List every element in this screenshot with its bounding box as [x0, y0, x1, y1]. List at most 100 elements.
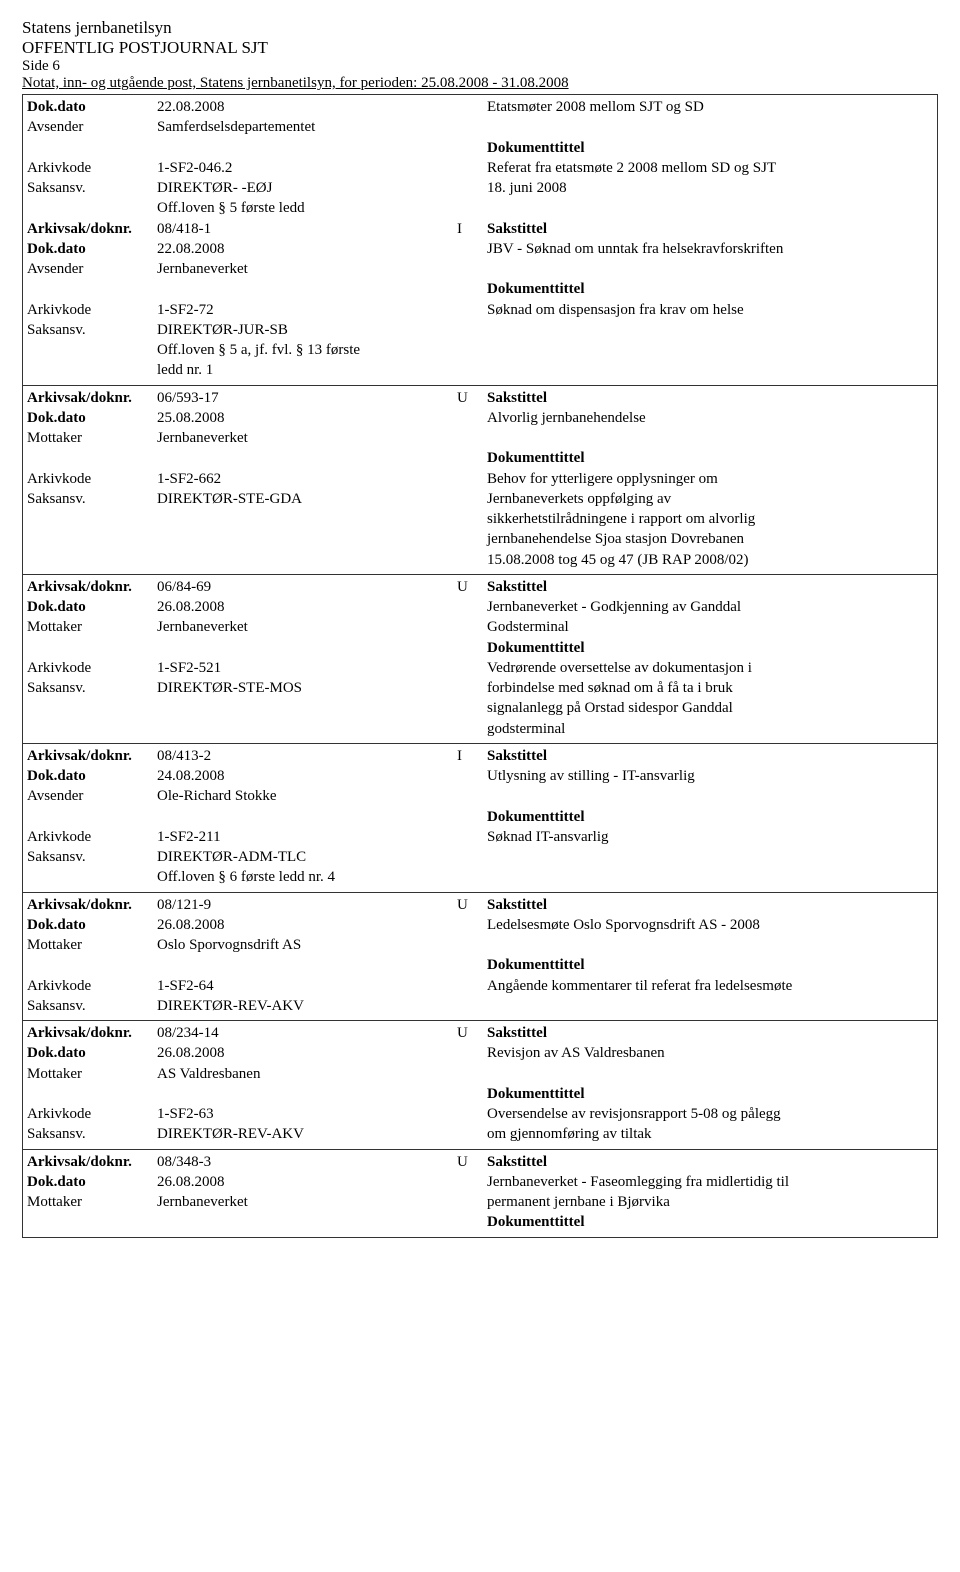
field-label: Mottaker [27, 428, 157, 448]
record-row: Saksansv.DIREKTØR- -EØJ18. juni 2008 [27, 178, 933, 198]
field-label: Saksansv. [27, 996, 157, 1016]
field-label: Mottaker [27, 935, 157, 955]
record-row: Arkivsak/doknr.08/348-3USakstittel [27, 1152, 933, 1172]
field-io: U [457, 1023, 487, 1043]
record-row: AvsenderOle-Richard Stokke [27, 786, 933, 806]
field-label: Mottaker [27, 1192, 157, 1212]
record-row: Arkivkode1-SF2-662Behov for ytterligere … [27, 469, 933, 489]
field-value-left: DIREKTØR-STE-GDA [157, 489, 457, 509]
field-value-right: Utlysning av stilling - IT-ansvarlig [487, 766, 933, 786]
field-value-left: Jernbaneverket [157, 259, 457, 279]
field-value-right: Ledelsesmøte Oslo Sporvognsdrift AS - 20… [487, 915, 933, 935]
field-label: Arkivsak/doknr. [27, 577, 157, 597]
field-label: Arkivkode [27, 976, 157, 996]
field-value-left: 1-SF2-662 [157, 469, 457, 489]
record-row: MottakerJernbaneverketGodsterminal [27, 617, 933, 637]
field-value-left: Oslo Sporvognsdrift AS [157, 935, 457, 955]
record-row: Arkivkode1-SF2-72Søknad om dispensasjon … [27, 300, 933, 320]
field-value-left: AS Valdresbanen [157, 1064, 457, 1084]
field-label: Avsender [27, 786, 157, 806]
record-row: ledd nr. 1 [27, 360, 933, 380]
field-value-right: Etatsmøter 2008 mellom SJT og SD [487, 97, 933, 117]
record-row: Dokumenttittel [27, 1084, 933, 1104]
field-value-left: DIREKTØR-REV-AKV [157, 1124, 457, 1144]
field-label: Dok.dato [27, 766, 157, 786]
journal-record: Arkivsak/doknr.06/593-17USakstittelDok.d… [23, 386, 937, 575]
field-value-right: 15.08.2008 tog 45 og 47 (JB RAP 2008/02) [487, 550, 933, 570]
record-row: MottakerOslo Sporvognsdrift AS [27, 935, 933, 955]
record-row: AvsenderSamferdselsdepartementet [27, 117, 933, 137]
field-value-left: Samferdselsdepartementet [157, 117, 457, 137]
field-io: I [457, 746, 487, 766]
field-value-left: Ole-Richard Stokke [157, 786, 457, 806]
field-value-right: Jernbaneverket - Godkjenning av Ganddal [487, 597, 933, 617]
record-row: godsterminal [27, 719, 933, 739]
field-value-left: 26.08.2008 [157, 597, 457, 617]
field-value-right: godsterminal [487, 719, 933, 739]
field-label: Avsender [27, 259, 157, 279]
record-row: MottakerAS Valdresbanen [27, 1064, 933, 1084]
page-number: Side 6 [22, 58, 938, 75]
period-line: Notat, inn- og utgående post, Statens je… [22, 75, 938, 92]
field-label: Dok.dato [27, 408, 157, 428]
field-value-left: Jernbaneverket [157, 428, 457, 448]
record-row: MottakerJernbaneverket [27, 428, 933, 448]
record-row: Dok.dato26.08.2008Ledelsesmøte Oslo Spor… [27, 915, 933, 935]
field-io: U [457, 895, 487, 915]
field-label: Arkivkode [27, 827, 157, 847]
field-value-right: Dokumenttittel [487, 448, 933, 468]
record-row: Dok.dato26.08.2008Revisjon av AS Valdres… [27, 1043, 933, 1063]
record-row: Dok.dato26.08.2008Jernbaneverket - Godkj… [27, 597, 933, 617]
field-label: Mottaker [27, 1064, 157, 1084]
field-io: U [457, 577, 487, 597]
field-value-right: om gjennomføring av tiltak [487, 1124, 933, 1144]
field-io: U [457, 388, 487, 408]
field-value-left: 1-SF2-64 [157, 976, 457, 996]
record-row: MottakerJernbaneverketpermanent jernbane… [27, 1192, 933, 1212]
record-row: 15.08.2008 tog 45 og 47 (JB RAP 2008/02) [27, 550, 933, 570]
field-value-left: 08/418-1 [157, 219, 457, 239]
record-row: AvsenderJernbaneverket [27, 259, 933, 279]
record-row: Dokumenttittel [27, 279, 933, 299]
field-label: Arkivsak/doknr. [27, 895, 157, 915]
record-row: Arkivkode1-SF2-046.2Referat fra etatsmøt… [27, 158, 933, 178]
field-label: Arkivsak/doknr. [27, 1023, 157, 1043]
record-row: Saksansv.DIREKTØR-ADM-TLC [27, 847, 933, 867]
field-value-left: Jernbaneverket [157, 617, 457, 637]
record-row: Arkivsak/doknr.08/234-14USakstittel [27, 1023, 933, 1043]
field-label: Arkivkode [27, 300, 157, 320]
record-row: Arkivsak/doknr.08/413-2ISakstittel [27, 746, 933, 766]
field-value-right: Dokumenttittel [487, 1212, 933, 1232]
field-value-left: 06/593-17 [157, 388, 457, 408]
field-label: Saksansv. [27, 489, 157, 509]
field-label: Dok.dato [27, 97, 157, 117]
field-label: Dok.dato [27, 1043, 157, 1063]
field-value-right: jernbanehendelse Sjoa stasjon Dovrebanen [487, 529, 933, 549]
field-value-right: forbindelse med søknad om å få ta i bruk [487, 678, 933, 698]
journal-record: Dok.dato22.08.2008Etatsmøter 2008 mellom… [23, 95, 937, 386]
field-value-right: Sakstittel [487, 895, 933, 915]
journal-record: Arkivsak/doknr.06/84-69USakstittelDok.da… [23, 575, 937, 744]
field-label: Saksansv. [27, 847, 157, 867]
field-value-left: 26.08.2008 [157, 915, 457, 935]
record-row: Arkivsak/doknr.08/418-1ISakstittel [27, 219, 933, 239]
field-value-left: 06/84-69 [157, 577, 457, 597]
field-value-right: Behov for ytterligere opplysninger om [487, 469, 933, 489]
journal-record: Arkivsak/doknr.08/413-2ISakstittelDok.da… [23, 744, 937, 893]
record-row: Saksansv.DIREKTØR-REV-AKV [27, 996, 933, 1016]
record-row: Saksansv.DIREKTØR-REV-AKVom gjennomførin… [27, 1124, 933, 1144]
field-value-left: DIREKTØR- -EØJ [157, 178, 457, 198]
field-label: Saksansv. [27, 678, 157, 698]
field-value-right: Sakstittel [487, 746, 933, 766]
field-value-right: Revisjon av AS Valdresbanen [487, 1043, 933, 1063]
field-value-left: DIREKTØR-STE-MOS [157, 678, 457, 698]
field-value-right: Søknad om dispensasjon fra krav om helse [487, 300, 933, 320]
record-row: Arkivsak/doknr.06/593-17USakstittel [27, 388, 933, 408]
field-value-right: Referat fra etatsmøte 2 2008 mellom SD o… [487, 158, 933, 178]
field-value-left: 1-SF2-521 [157, 658, 457, 678]
field-io: U [457, 1152, 487, 1172]
journal-record: Arkivsak/doknr.08/348-3USakstittelDok.da… [23, 1150, 937, 1237]
journal-record: Arkivsak/doknr.08/234-14USakstittelDok.d… [23, 1021, 937, 1150]
field-value-right: Jernbaneverket - Faseomlegging fra midle… [487, 1172, 933, 1192]
field-value-left: ledd nr. 1 [157, 360, 457, 380]
